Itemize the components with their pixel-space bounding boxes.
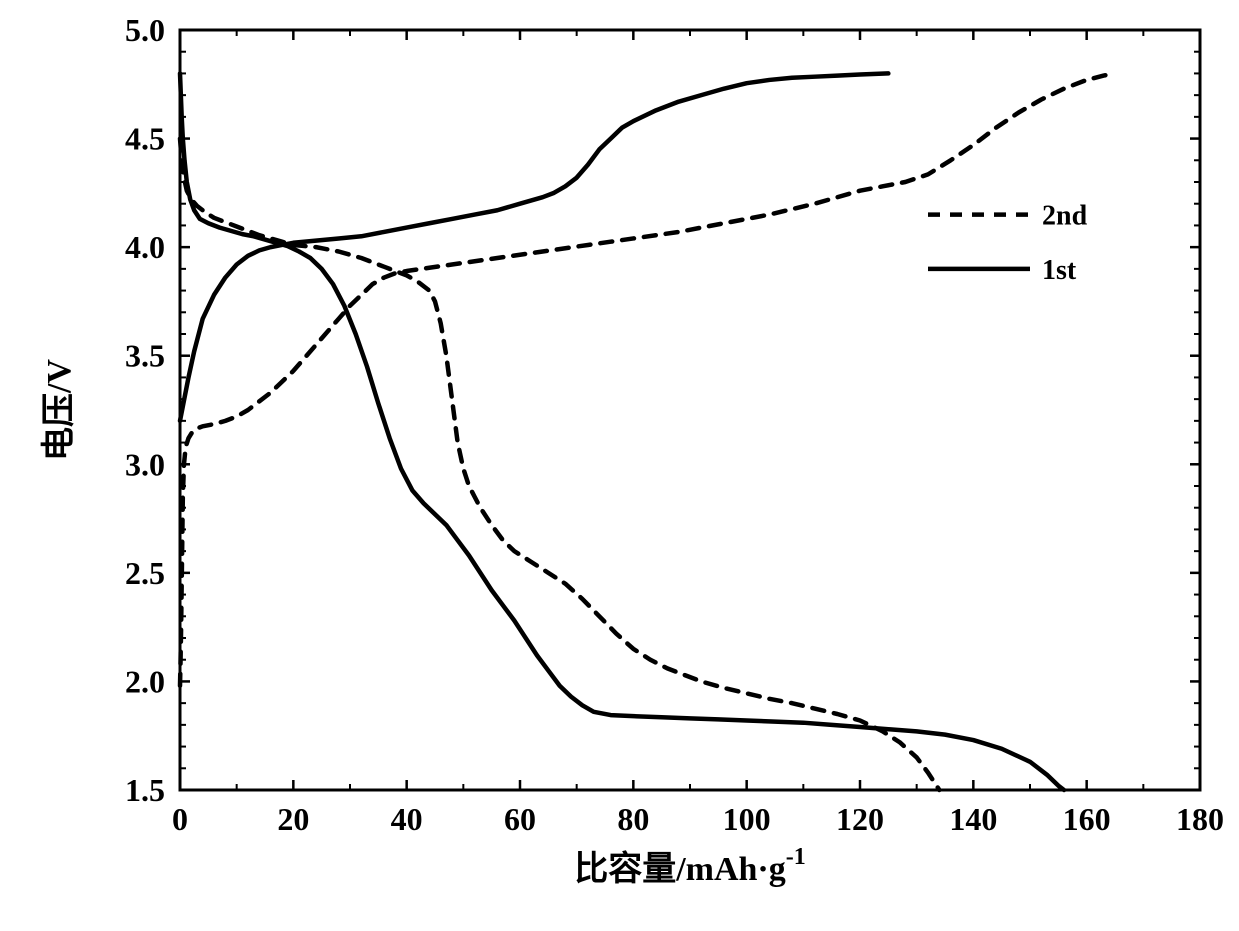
series-second-discharge [180, 139, 939, 790]
x-tick-label: 60 [504, 801, 536, 837]
legend-label-second: 2nd [1042, 201, 1088, 232]
series-first-discharge [180, 73, 1064, 790]
chart-container: 0 20 40 60 80 100 120 140 160 180 1.5 2.0 2.5 3.0 3.5 4… [0, 0, 1239, 931]
y-tick-label: 4.0 [125, 229, 165, 265]
x-tick-label: 180 [1176, 801, 1224, 837]
x-tick-label: 140 [949, 801, 997, 837]
x-tick-label: 80 [617, 801, 649, 837]
x-tick-label: 0 [172, 801, 188, 837]
x-tick-label: 20 [277, 801, 309, 837]
y-tick-label: 5.0 [125, 12, 165, 48]
voltage-capacity-chart: 0 20 40 60 80 100 120 140 160 180 1.5 2.0 2.5 3.0 3.5 4… [0, 0, 1239, 931]
x-tick-label: 100 [723, 801, 771, 837]
y-tick-label: 1.5 [125, 772, 165, 808]
y-tick-label: 3.0 [125, 446, 165, 482]
y-tick-label: 2.5 [125, 555, 165, 591]
x-axis-label: 比容量/mAh·g-1 [574, 844, 806, 888]
y-tick-label: 3.5 [125, 338, 165, 374]
y-tick-label: 4.5 [125, 121, 165, 157]
y-tick-label: 2.0 [125, 663, 165, 699]
x-tick-label: 40 [391, 801, 423, 837]
series-second-charge [180, 73, 1115, 685]
x-tick-label: 160 [1063, 801, 1111, 837]
x-tick-label: 120 [836, 801, 884, 837]
legend-label-first: 1st [1042, 255, 1077, 286]
y-axis-label: 电压/V [40, 359, 78, 461]
